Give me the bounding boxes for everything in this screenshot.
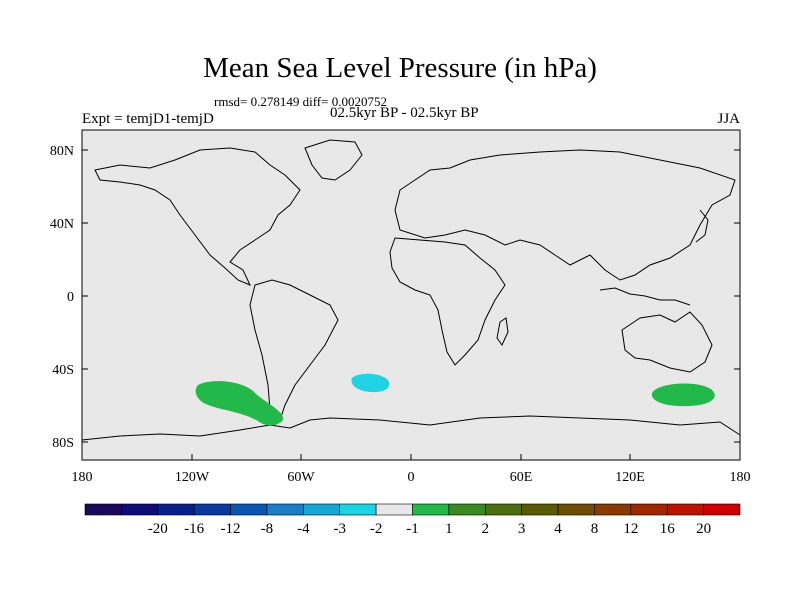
colorbar-swatch	[230, 503, 268, 516]
lon-label-180e: 180	[730, 470, 751, 485]
colorbar-label: 3	[518, 521, 526, 537]
colorbar-swatch	[375, 503, 413, 516]
colorbar-swatch	[594, 503, 632, 516]
anomaly-south-of-australia-positive	[651, 383, 715, 407]
madagascar-coast	[496, 317, 509, 346]
colorbar-label: -16	[184, 521, 204, 537]
colorbar-label: 16	[660, 521, 676, 537]
lon-label-180w: 180	[72, 470, 93, 485]
lon-label-60e: 60E	[510, 470, 533, 485]
colorbar-label: -4	[297, 521, 310, 537]
lat-label-80n: 80N	[50, 144, 74, 159]
colorbar-swatch	[84, 503, 122, 516]
colorbar-label: -12	[221, 521, 241, 537]
lon-label-120e: 120E	[615, 470, 645, 485]
colorbar-swatch	[121, 503, 159, 516]
colorbar-label: 2	[482, 521, 490, 537]
south-america-coast	[249, 279, 339, 421]
colorbar	[84, 503, 741, 516]
colorbar-swatch	[339, 503, 377, 516]
colorbar-swatch	[484, 503, 522, 516]
colorbar-label: 8	[591, 521, 599, 537]
lon-label-0: 0	[408, 470, 415, 485]
lon-label-60w: 60W	[287, 470, 315, 485]
lat-label-40n: 40N	[50, 217, 74, 232]
colorbar-swatch	[521, 503, 559, 516]
colorbar-swatch	[703, 503, 741, 516]
stats-label: rmsd= 0.278149 diff= 0.0020752	[214, 94, 387, 109]
lon-tick-marks	[81, 454, 741, 460]
lat-label-80s: 80S	[52, 436, 74, 451]
colorbar-label: -1	[406, 521, 419, 537]
colorbar-label: -8	[261, 521, 274, 537]
africa-coast	[389, 237, 506, 366]
colorbar-label: 1	[445, 521, 453, 537]
map-title: Mean Sea Level Pressure (in hPa)	[203, 52, 597, 84]
colorbar-label: -20	[148, 521, 168, 537]
lat-label-40s: 40S	[52, 363, 74, 378]
colorbar-label: 4	[554, 521, 562, 537]
australia-coast	[621, 311, 713, 373]
greenland-coast	[304, 139, 363, 181]
anomaly-south-atlantic-negative	[351, 373, 390, 393]
experiment-label: Expt = temjD1-temjD	[82, 111, 214, 127]
colorbar-swatch	[557, 503, 595, 516]
colorbar-swatch	[412, 503, 450, 516]
colorbar-swatch	[193, 503, 231, 516]
lat-tick-marks	[82, 149, 740, 443]
map-plot-area	[81, 129, 741, 461]
colorbar-label: 12	[623, 521, 638, 537]
lat-label-0: 0	[67, 290, 74, 305]
colorbar-label: -2	[370, 521, 383, 537]
colorbar-swatch	[157, 503, 195, 516]
japan-coast	[695, 209, 709, 243]
indonesia-coast	[599, 287, 691, 306]
colorbar-label: -3	[333, 521, 346, 537]
colorbar-labels: -20 -16 -12 -8 -4 -3 -2 -1 1 2 3 4 8 12 16 20	[148, 521, 711, 537]
north-america-coast	[94, 147, 301, 286]
colorbar-swatch	[666, 503, 704, 516]
colorbar-swatch	[448, 503, 486, 516]
colorbar-swatch	[630, 503, 668, 516]
eurasia-coast	[394, 149, 736, 281]
coastlines	[81, 139, 741, 441]
antarctica-coast	[81, 415, 741, 441]
lon-label-120w: 120W	[175, 470, 210, 485]
colorbar-swatch	[303, 503, 341, 516]
anomaly-south-pacific-positive	[195, 381, 284, 426]
period-label: 02.5kyr BP - 02.5kyr BP	[330, 105, 479, 121]
colorbar-swatch	[266, 503, 304, 516]
season-label: JJA	[717, 111, 740, 127]
colorbar-label: 20	[696, 521, 711, 537]
